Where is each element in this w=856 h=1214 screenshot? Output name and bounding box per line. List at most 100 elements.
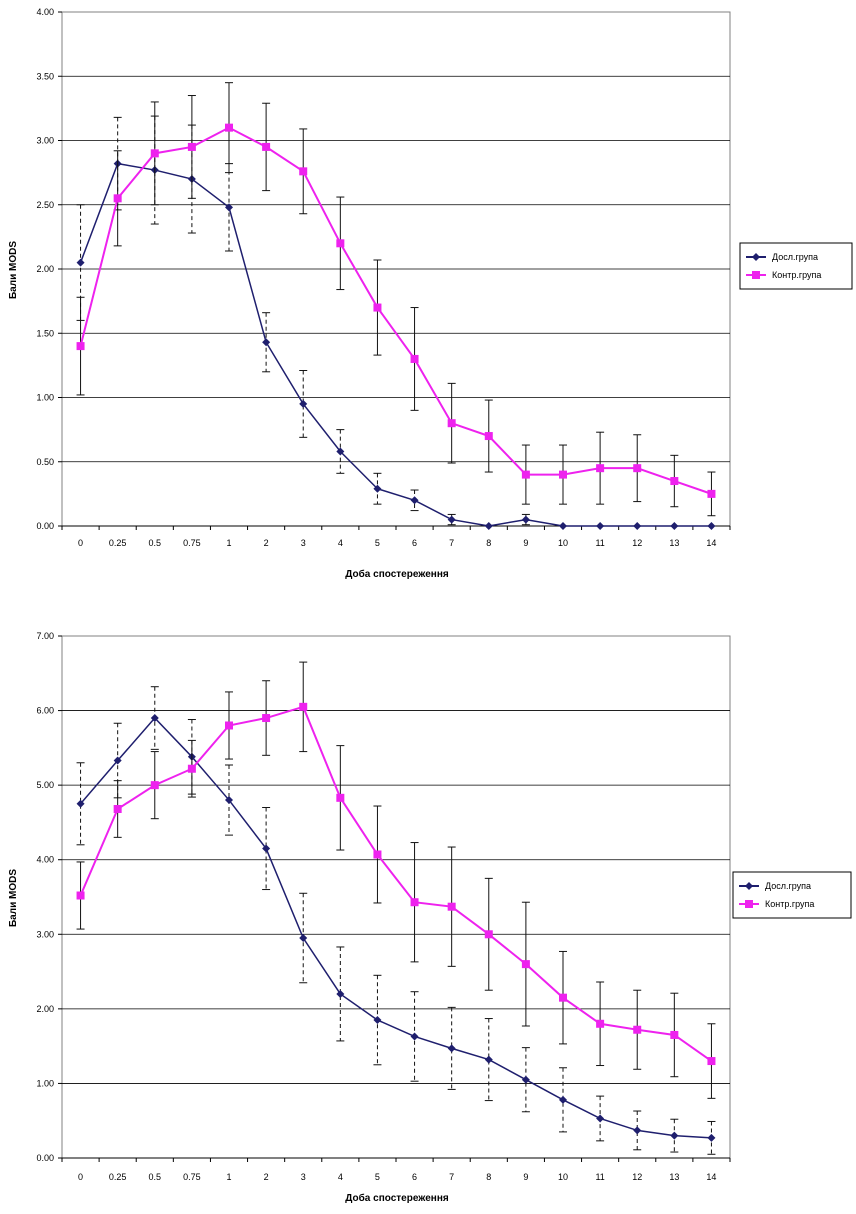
- series-2: [76, 661, 716, 1099]
- data-point: [559, 522, 567, 530]
- y-tick-label: 2.00: [36, 264, 54, 274]
- y-tick-label: 1.00: [36, 1078, 54, 1088]
- y-tick-label: 2.00: [36, 1004, 54, 1014]
- data-point: [336, 239, 345, 248]
- data-point: [596, 1114, 605, 1123]
- data-point: [447, 902, 456, 911]
- x-tick-label: 8: [486, 538, 491, 548]
- x-tick-label: 0.5: [149, 538, 162, 548]
- data-point: [299, 702, 308, 711]
- x-tick-label: 3: [301, 538, 306, 548]
- data-point: [596, 464, 605, 473]
- x-tick-label: 12: [632, 1172, 642, 1182]
- data-point: [521, 1075, 530, 1084]
- data-point: [707, 1057, 716, 1066]
- data-point: [336, 989, 345, 998]
- x-tick-label: 0: [78, 1172, 83, 1182]
- x-tick-label: 8: [486, 1172, 491, 1182]
- data-point: [521, 960, 530, 969]
- x-tick-label: 0.5: [149, 1172, 162, 1182]
- x-tick-label: 7: [449, 538, 454, 548]
- x-tick-label: 13: [669, 1172, 679, 1182]
- data-point: [299, 399, 308, 408]
- legend-label: Контр.група: [765, 899, 814, 909]
- data-point: [633, 464, 642, 473]
- data-point: [670, 1131, 679, 1140]
- legend-swatch-marker: [752, 253, 760, 261]
- data-point: [633, 522, 642, 530]
- data-point: [225, 123, 233, 132]
- series-line: [79, 705, 713, 1062]
- y-axis-title: Бали MODS: [8, 869, 19, 927]
- chart-1: Бали MODS Доба спостереження 0.000.501.0…: [8, 7, 853, 580]
- data-point: [596, 522, 605, 530]
- legend-label: Досл.група: [772, 252, 818, 262]
- y-tick-label: 5.00: [36, 780, 54, 790]
- data-point: [336, 447, 345, 456]
- x-tick-label: 5: [375, 1172, 380, 1182]
- y-tick-label: 1.50: [36, 328, 54, 338]
- data-point: [447, 515, 456, 524]
- data-point: [410, 1032, 419, 1041]
- data-point: [262, 714, 271, 723]
- y-tick-label: 7.00: [36, 631, 54, 641]
- y-tick-label: 2.50: [36, 200, 54, 210]
- y-axis-title: Бали MODS: [8, 241, 19, 299]
- x-tick-label: 0.25: [109, 1172, 127, 1182]
- data-point: [707, 489, 716, 498]
- data-point: [707, 522, 716, 530]
- x-tick-label: 11: [595, 538, 604, 548]
- data-point: [447, 419, 456, 428]
- data-point: [262, 142, 271, 151]
- legend: Досл.група Контр.група: [739, 242, 853, 290]
- x-tick-label: 0.25: [109, 538, 127, 548]
- legend-label: Контр.група: [772, 270, 821, 280]
- series-line: [79, 162, 712, 527]
- x-tick-label: 4: [338, 1172, 343, 1182]
- chart-panel-2: Бали MODS Доба спостереження 0.00 1.00 2.0…: [0, 618, 856, 1209]
- data-point: [670, 1030, 679, 1039]
- x-tick-label: 10: [558, 1172, 568, 1182]
- data-point: [299, 934, 308, 943]
- y-tick-label: 3.50: [36, 71, 54, 81]
- x-tick-label: 4: [338, 538, 343, 548]
- series-2: [76, 82, 716, 517]
- data-point: [447, 1044, 456, 1053]
- x-tick-label: 12: [632, 538, 642, 548]
- x-tick-label: 2: [264, 538, 269, 548]
- data-point: [113, 756, 122, 765]
- data-point: [484, 930, 493, 939]
- data-point: [410, 354, 419, 363]
- data-point: [373, 850, 382, 859]
- x-tick-label: 11: [595, 1172, 604, 1182]
- x-tick-label: 2: [264, 1172, 269, 1182]
- data-point: [113, 194, 122, 203]
- legend-swatch-marker: [745, 882, 753, 890]
- y-tick-label: 3.00: [36, 929, 54, 939]
- data-point: [262, 338, 271, 347]
- x-tick-label: 5: [375, 538, 380, 548]
- data-point: [76, 342, 85, 351]
- data-point: [633, 1126, 642, 1135]
- x-axis-title: Доба спостереження: [345, 568, 449, 580]
- x-tick-label: 7: [449, 1172, 454, 1182]
- series-1: [76, 686, 716, 1155]
- data-point: [76, 891, 85, 900]
- data-point: [150, 781, 159, 790]
- y-tick-label: 0.00: [36, 1153, 54, 1163]
- x-tick-label: 6: [412, 538, 417, 548]
- legend-swatch-marker: [745, 900, 753, 908]
- x-tick-label: 1: [226, 538, 231, 548]
- legend-label: Досл.група: [765, 881, 811, 891]
- data-point: [521, 515, 530, 524]
- data-point: [633, 1025, 642, 1034]
- y-tick-label: 0.50: [36, 457, 54, 467]
- data-point: [559, 470, 567, 479]
- data-point: [150, 149, 159, 158]
- data-point: [225, 721, 233, 730]
- x-tick-label: 10: [558, 538, 568, 548]
- data-point: [484, 432, 493, 441]
- data-point: [336, 793, 345, 802]
- y-tick-label: 4.00: [36, 855, 54, 865]
- legend: Досл.група Контр.група: [732, 871, 852, 919]
